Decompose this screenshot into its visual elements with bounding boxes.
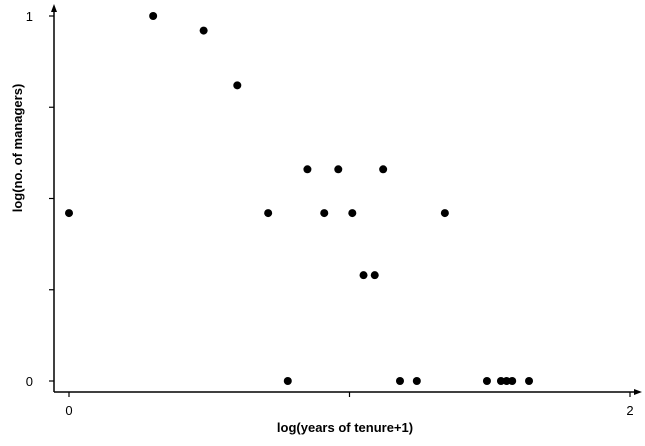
y-axis-title: log(no. of managers)	[10, 84, 25, 213]
data-point	[149, 12, 158, 20]
x-axis-title: log(years of tenure+1)	[277, 420, 413, 435]
data-point	[264, 209, 273, 218]
data-point	[502, 377, 511, 385]
axes	[51, 4, 642, 395]
data-point	[379, 165, 388, 174]
data-point	[482, 377, 491, 385]
data-point	[320, 209, 329, 218]
data-point	[440, 209, 449, 218]
y-axis-arrowhead	[51, 4, 57, 12]
data-point	[508, 377, 517, 385]
data-point	[303, 165, 312, 174]
data-point	[65, 209, 73, 218]
data-point	[525, 377, 534, 385]
data-point	[412, 377, 421, 385]
x-tick-label: 2	[626, 403, 633, 418]
data-point	[334, 165, 343, 174]
data-point	[370, 271, 379, 280]
x-axis-arrowhead	[634, 389, 642, 395]
data-point	[496, 377, 505, 385]
x-tick-label: 0	[65, 403, 72, 418]
data-point	[348, 209, 357, 218]
data-points	[65, 12, 534, 385]
data-point	[395, 377, 404, 385]
data-point	[359, 271, 368, 280]
data-point	[233, 81, 242, 90]
y-tick-label: 0	[26, 374, 33, 389]
data-point	[283, 377, 292, 385]
data-point	[199, 26, 208, 35]
y-ticks: 01	[26, 9, 54, 389]
y-tick-label: 1	[26, 9, 33, 24]
